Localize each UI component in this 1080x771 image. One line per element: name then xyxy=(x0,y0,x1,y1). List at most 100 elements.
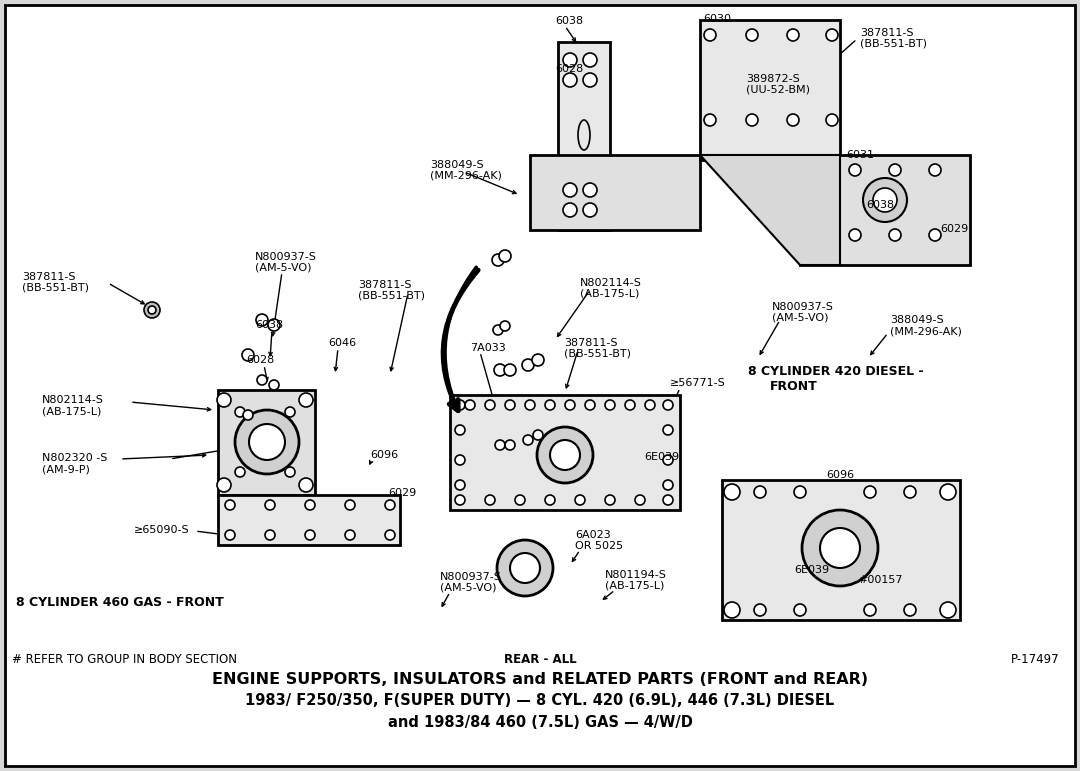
Text: 6028: 6028 xyxy=(246,355,274,365)
Circle shape xyxy=(550,440,580,470)
Circle shape xyxy=(904,486,916,498)
Circle shape xyxy=(492,254,504,266)
Text: N802320 -S: N802320 -S xyxy=(42,453,107,463)
Circle shape xyxy=(235,407,245,417)
Text: (AB-175-L): (AB-175-L) xyxy=(605,581,664,591)
Text: (UU-52-BM): (UU-52-BM) xyxy=(746,85,810,95)
Circle shape xyxy=(873,188,897,212)
Circle shape xyxy=(455,425,465,435)
Circle shape xyxy=(826,29,838,41)
Text: 6A023: 6A023 xyxy=(575,530,611,540)
Circle shape xyxy=(663,495,673,505)
Text: 389872-S: 389872-S xyxy=(746,74,800,84)
Circle shape xyxy=(863,178,907,222)
Circle shape xyxy=(645,400,654,410)
Circle shape xyxy=(849,164,861,176)
Circle shape xyxy=(794,486,806,498)
Circle shape xyxy=(565,400,575,410)
Circle shape xyxy=(704,114,716,126)
Text: (AB-175-L): (AB-175-L) xyxy=(42,406,102,416)
Polygon shape xyxy=(558,42,610,230)
Text: (MM-296-AK): (MM-296-AK) xyxy=(430,171,502,181)
Circle shape xyxy=(635,495,645,505)
Circle shape xyxy=(534,430,543,440)
Text: (BB-551-BT): (BB-551-BT) xyxy=(564,349,631,359)
Text: REAR - ALL: REAR - ALL xyxy=(503,653,577,666)
Circle shape xyxy=(243,410,253,420)
Text: 6030: 6030 xyxy=(703,14,731,24)
Text: 8 CYLINDER 460 GAS - FRONT: 8 CYLINDER 460 GAS - FRONT xyxy=(16,596,224,609)
Text: 6029: 6029 xyxy=(940,224,969,234)
Text: (AM-5-VO): (AM-5-VO) xyxy=(440,583,497,593)
Text: 387811-S: 387811-S xyxy=(22,272,76,282)
Circle shape xyxy=(532,354,544,366)
Text: 6028: 6028 xyxy=(555,64,583,74)
Text: 6038: 6038 xyxy=(555,16,583,26)
Circle shape xyxy=(500,321,510,331)
Circle shape xyxy=(663,480,673,490)
Circle shape xyxy=(305,530,315,540)
Polygon shape xyxy=(700,155,840,265)
Text: ENGINE SUPPORTS, INSULATORS and RELATED PARTS (FRONT and REAR): ENGINE SUPPORTS, INSULATORS and RELATED … xyxy=(212,672,868,687)
Circle shape xyxy=(787,114,799,126)
Circle shape xyxy=(563,183,577,197)
Text: 387811-S: 387811-S xyxy=(357,280,411,290)
Text: 6031: 6031 xyxy=(846,150,874,160)
Circle shape xyxy=(522,359,534,371)
Circle shape xyxy=(794,604,806,616)
Circle shape xyxy=(485,400,495,410)
Text: ≥56771-S: ≥56771-S xyxy=(670,378,726,388)
Text: #00157: #00157 xyxy=(858,575,903,585)
Circle shape xyxy=(724,602,740,618)
Text: 6096: 6096 xyxy=(370,450,399,460)
Circle shape xyxy=(256,314,268,326)
Polygon shape xyxy=(218,390,315,495)
Circle shape xyxy=(525,400,535,410)
Circle shape xyxy=(257,375,267,385)
Circle shape xyxy=(455,480,465,490)
Circle shape xyxy=(455,495,465,505)
Text: N801194-S: N801194-S xyxy=(605,570,666,580)
Circle shape xyxy=(746,29,758,41)
Circle shape xyxy=(455,455,465,465)
Circle shape xyxy=(523,435,534,445)
Circle shape xyxy=(510,553,540,583)
Text: 6E039: 6E039 xyxy=(644,452,679,462)
Text: # REFER TO GROUP IN BODY SECTION: # REFER TO GROUP IN BODY SECTION xyxy=(12,653,237,666)
Polygon shape xyxy=(530,155,700,230)
Text: (MM-296-AK): (MM-296-AK) xyxy=(890,326,962,336)
Circle shape xyxy=(537,427,593,483)
Circle shape xyxy=(345,500,355,510)
Circle shape xyxy=(563,73,577,87)
Text: 1983/ F250/350, F(SUPER DUTY) — 8 CYL. 420 (6.9L), 446 (7.3L) DIESEL: 1983/ F250/350, F(SUPER DUTY) — 8 CYL. 4… xyxy=(245,693,835,708)
Circle shape xyxy=(585,400,595,410)
Circle shape xyxy=(225,500,235,510)
Circle shape xyxy=(583,73,597,87)
Circle shape xyxy=(754,486,766,498)
Circle shape xyxy=(625,400,635,410)
FancyArrowPatch shape xyxy=(445,268,476,409)
Circle shape xyxy=(499,250,511,262)
Text: 6038: 6038 xyxy=(866,200,894,210)
Text: (BB-551-BT): (BB-551-BT) xyxy=(860,39,927,49)
Text: N802114-S: N802114-S xyxy=(42,395,104,405)
Circle shape xyxy=(465,400,475,410)
Text: OR 5025: OR 5025 xyxy=(575,541,623,551)
Circle shape xyxy=(563,203,577,217)
Text: N800937-S: N800937-S xyxy=(440,572,502,582)
Circle shape xyxy=(563,53,577,67)
Circle shape xyxy=(605,400,615,410)
Circle shape xyxy=(704,29,716,41)
Polygon shape xyxy=(450,395,680,510)
Circle shape xyxy=(235,410,299,474)
Polygon shape xyxy=(218,495,400,545)
Circle shape xyxy=(809,164,821,176)
Text: (BB-551-BT): (BB-551-BT) xyxy=(22,283,89,293)
Circle shape xyxy=(225,530,235,540)
Circle shape xyxy=(144,302,160,318)
Circle shape xyxy=(724,484,740,500)
Text: N800937-S: N800937-S xyxy=(255,252,316,262)
Circle shape xyxy=(663,400,673,410)
Circle shape xyxy=(485,495,495,505)
Text: P-17497: P-17497 xyxy=(1011,653,1059,666)
